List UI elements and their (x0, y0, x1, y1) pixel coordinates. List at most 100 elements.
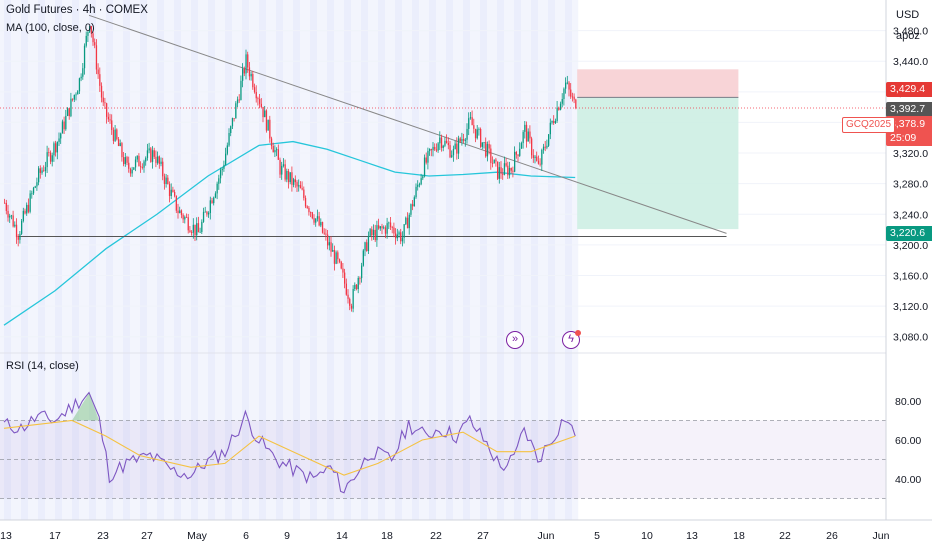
candle-body[interactable] (257, 98, 259, 100)
candle-body[interactable] (73, 94, 75, 100)
candle-body[interactable] (270, 138, 273, 147)
candle-body[interactable] (238, 99, 240, 101)
candle-body[interactable] (99, 74, 101, 86)
candle-body[interactable] (558, 107, 560, 110)
candle-body[interactable] (160, 161, 162, 164)
candle-body[interactable] (459, 138, 461, 142)
candle-body[interactable] (294, 179, 296, 183)
candle-body[interactable] (379, 226, 381, 229)
candle-body[interactable] (349, 298, 351, 306)
candle-body[interactable] (282, 164, 285, 166)
candle-body[interactable] (204, 211, 206, 213)
candle-body[interactable] (55, 143, 57, 153)
candle-body[interactable] (77, 91, 79, 95)
candle-body[interactable] (85, 35, 87, 46)
ma-100-line[interactable] (3, 140, 576, 326)
candle-body[interactable] (247, 54, 249, 68)
rsi-ma-line[interactable] (3, 419, 576, 476)
candle-body[interactable] (236, 99, 239, 104)
candle-body[interactable] (500, 167, 502, 174)
candle-body[interactable] (56, 141, 58, 153)
candle-body[interactable] (146, 150, 149, 158)
candle-body[interactable] (315, 218, 317, 223)
candle-body[interactable] (44, 167, 47, 171)
candle-body[interactable] (145, 157, 147, 162)
candle-body[interactable] (316, 216, 319, 219)
candle-body[interactable] (559, 103, 562, 110)
candle-body[interactable] (554, 120, 557, 124)
candle-body[interactable] (284, 164, 286, 180)
candle-body[interactable] (301, 188, 303, 190)
candle-body[interactable] (184, 216, 186, 220)
candle-body[interactable] (264, 110, 266, 118)
candle-body[interactable] (63, 121, 65, 130)
candle-body[interactable] (446, 140, 448, 143)
candle-body[interactable] (551, 120, 553, 123)
candle-body[interactable] (553, 120, 555, 124)
candle-body[interactable] (468, 118, 470, 129)
candle-body[interactable] (126, 157, 128, 163)
candle-body[interactable] (337, 252, 339, 260)
candle-body[interactable] (406, 217, 409, 229)
candle-body[interactable] (185, 216, 188, 218)
candle-body[interactable] (401, 237, 404, 242)
candle-body[interactable] (221, 168, 223, 171)
candle-body[interactable] (503, 163, 506, 175)
candle-body[interactable] (100, 85, 103, 98)
candle-body[interactable] (276, 149, 278, 151)
candle-body[interactable] (534, 156, 536, 158)
candle-body[interactable] (12, 215, 14, 227)
candle-body[interactable] (483, 142, 485, 143)
candle-body[interactable] (378, 225, 380, 229)
candle-body[interactable] (381, 226, 383, 229)
candle-body[interactable] (413, 197, 415, 207)
candle-body[interactable] (420, 178, 422, 185)
candle-body[interactable] (199, 231, 201, 233)
candle-body[interactable] (170, 189, 172, 196)
candle-body[interactable] (92, 33, 94, 43)
dividend-icon[interactable]: » (506, 331, 524, 349)
candle-body[interactable] (495, 159, 497, 162)
candle-body[interactable] (398, 232, 400, 235)
candle-body[interactable] (128, 162, 130, 169)
candle-body[interactable] (345, 283, 347, 295)
candle-body[interactable] (447, 142, 449, 146)
candle-body[interactable] (327, 234, 329, 246)
candle-body[interactable] (291, 172, 293, 185)
candle-body[interactable] (568, 82, 570, 90)
candle-body[interactable] (342, 268, 344, 273)
candle-body[interactable] (571, 96, 574, 98)
candle-body[interactable] (31, 193, 33, 195)
candle-body[interactable] (206, 211, 208, 215)
candle-body[interactable] (78, 78, 81, 92)
candle-body[interactable] (422, 176, 424, 179)
candle-body[interactable] (112, 129, 115, 141)
candle-body[interactable] (94, 42, 96, 46)
candle-body[interactable] (435, 149, 438, 151)
candle-body[interactable] (14, 224, 16, 227)
candle-body[interactable] (167, 177, 169, 184)
candle-body[interactable] (191, 232, 193, 233)
candle-body[interactable] (243, 68, 245, 74)
candle-body[interactable] (201, 221, 203, 232)
candle-body[interactable] (548, 134, 550, 146)
candle-body[interactable] (151, 150, 154, 162)
candle-body[interactable] (340, 261, 342, 269)
candle-body[interactable] (226, 145, 228, 154)
candle-body[interactable] (452, 149, 455, 156)
candle-body[interactable] (287, 170, 290, 183)
candle-body[interactable] (148, 148, 150, 151)
candle-body[interactable] (464, 139, 466, 141)
candle-body[interactable] (129, 168, 132, 174)
candle-body[interactable] (393, 227, 395, 234)
candle-body[interactable] (260, 103, 262, 107)
candle-body[interactable] (313, 218, 315, 223)
candle-body[interactable] (529, 131, 531, 139)
candle-body[interactable] (546, 145, 548, 148)
candle-body[interactable] (136, 155, 138, 160)
take-profit-zone[interactable] (577, 97, 739, 230)
candle-body[interactable] (466, 128, 468, 140)
candle-body[interactable] (372, 229, 375, 236)
